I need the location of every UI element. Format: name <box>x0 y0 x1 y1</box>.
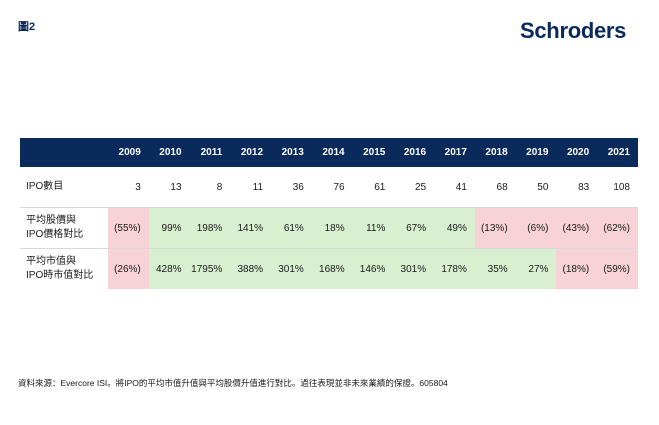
table-cell: 76 <box>333 181 345 193</box>
table-cell: 301% <box>393 248 435 289</box>
table-cell: 41 <box>455 181 467 193</box>
header-row: 2009 2010 2011 2012 2013 2014 2015 2016 2017 2018… <box>20 138 638 167</box>
schroders-logo: Schroders <box>520 18 627 43</box>
table-cell: 388% <box>230 248 272 289</box>
row-label: 平均市值與 IPO時市值對比 <box>20 248 108 289</box>
year-header: 2011 <box>189 138 231 167</box>
table-cell: 36 <box>292 181 304 193</box>
table-cell: 3 <box>135 181 141 193</box>
table-cell: 18% <box>311 207 353 249</box>
row-label-line: IPO價格對比 <box>26 229 84 240</box>
year-header: 2014 <box>311 138 353 167</box>
year-header: 2013 <box>271 138 312 167</box>
table-cell: 99% <box>148 207 190 249</box>
table-cell: 35% <box>474 248 516 289</box>
table-cell: 61% <box>271 207 312 249</box>
price-ratio-row: 平均股價與 IPO價格對比 (55%) 99% 198% 141% 61% 18% 11% 67%… <box>20 207 638 249</box>
source-footnote: 資料來源：Evercore ISI。將IPO的平均市值升值與平均股價升值進行對比… <box>18 378 448 388</box>
table-cell: 49% <box>434 207 475 249</box>
table-cell: (26%) <box>108 248 149 289</box>
table-cell: 68 <box>496 181 508 193</box>
table-cell: (55%) <box>108 207 149 249</box>
table-cell: 178% <box>434 248 475 289</box>
table-cell: 146% <box>352 248 394 289</box>
year-header: 2021 <box>597 138 638 167</box>
year-header: 2017 <box>434 138 475 167</box>
table-cell: 428% <box>148 248 190 289</box>
row-label: IPO數目 <box>20 167 108 208</box>
year-header: 2009 <box>108 138 149 167</box>
marketcap-ratio-row: 平均市值與 IPO時市值對比 (26%) 428% 1795% 388% 301% 168% 1… <box>20 248 638 289</box>
year-header: 2019 <box>515 138 557 167</box>
table-cell: (62%) <box>597 207 638 249</box>
table-cell: 198% <box>189 207 231 249</box>
table-cell: 83 <box>578 181 590 193</box>
table-cell: 301% <box>271 248 312 289</box>
figure-label: 圖2 <box>18 21 36 33</box>
ipo-comparison-table: 2009 2010 2011 2012 2013 2014 2015 2016 2017 2018… <box>20 138 638 289</box>
row-label-line: IPO數目 <box>26 181 64 192</box>
year-header: 2010 <box>148 138 190 167</box>
table-cell: (43%) <box>556 207 598 249</box>
table-cell: 168% <box>311 248 353 289</box>
row-label: 平均股價與 IPO價格對比 <box>20 207 108 249</box>
year-header: 2012 <box>230 138 272 167</box>
table-cell: 27% <box>515 248 557 289</box>
row-label-line: 平均股價與 <box>26 215 76 226</box>
table-cell: 141% <box>230 207 272 249</box>
year-header: 2015 <box>352 138 394 167</box>
row-label-line: IPO時市值對比 <box>26 270 94 281</box>
header-corner <box>20 138 108 167</box>
row-label-line: 平均市值與 <box>26 256 76 267</box>
table-cell: 8 <box>216 181 223 193</box>
year-header: 2018 <box>474 138 516 167</box>
table-cell: 25 <box>415 181 427 193</box>
table-cell: (18%) <box>556 248 598 289</box>
year-header: 2016 <box>393 138 435 167</box>
table-cell: 67% <box>393 207 435 249</box>
table-cell: 11% <box>352 207 394 249</box>
table-cell: 13 <box>170 181 182 193</box>
table-cell: 11 <box>252 181 264 193</box>
table-cell: (6%) <box>515 207 557 249</box>
table-cell: 1795% <box>189 248 231 289</box>
table-cell: 50 <box>537 181 549 193</box>
ipo-count-row: IPO數目 3 13 8 11 36 76 61 25 41 68 50 83 108 <box>20 167 638 208</box>
table-cell: (13%) <box>474 207 516 249</box>
table-cell: 108 <box>613 181 630 193</box>
table-cell: (59%) <box>597 248 638 289</box>
year-header: 2020 <box>556 138 598 167</box>
table-cell: 61 <box>374 181 386 193</box>
